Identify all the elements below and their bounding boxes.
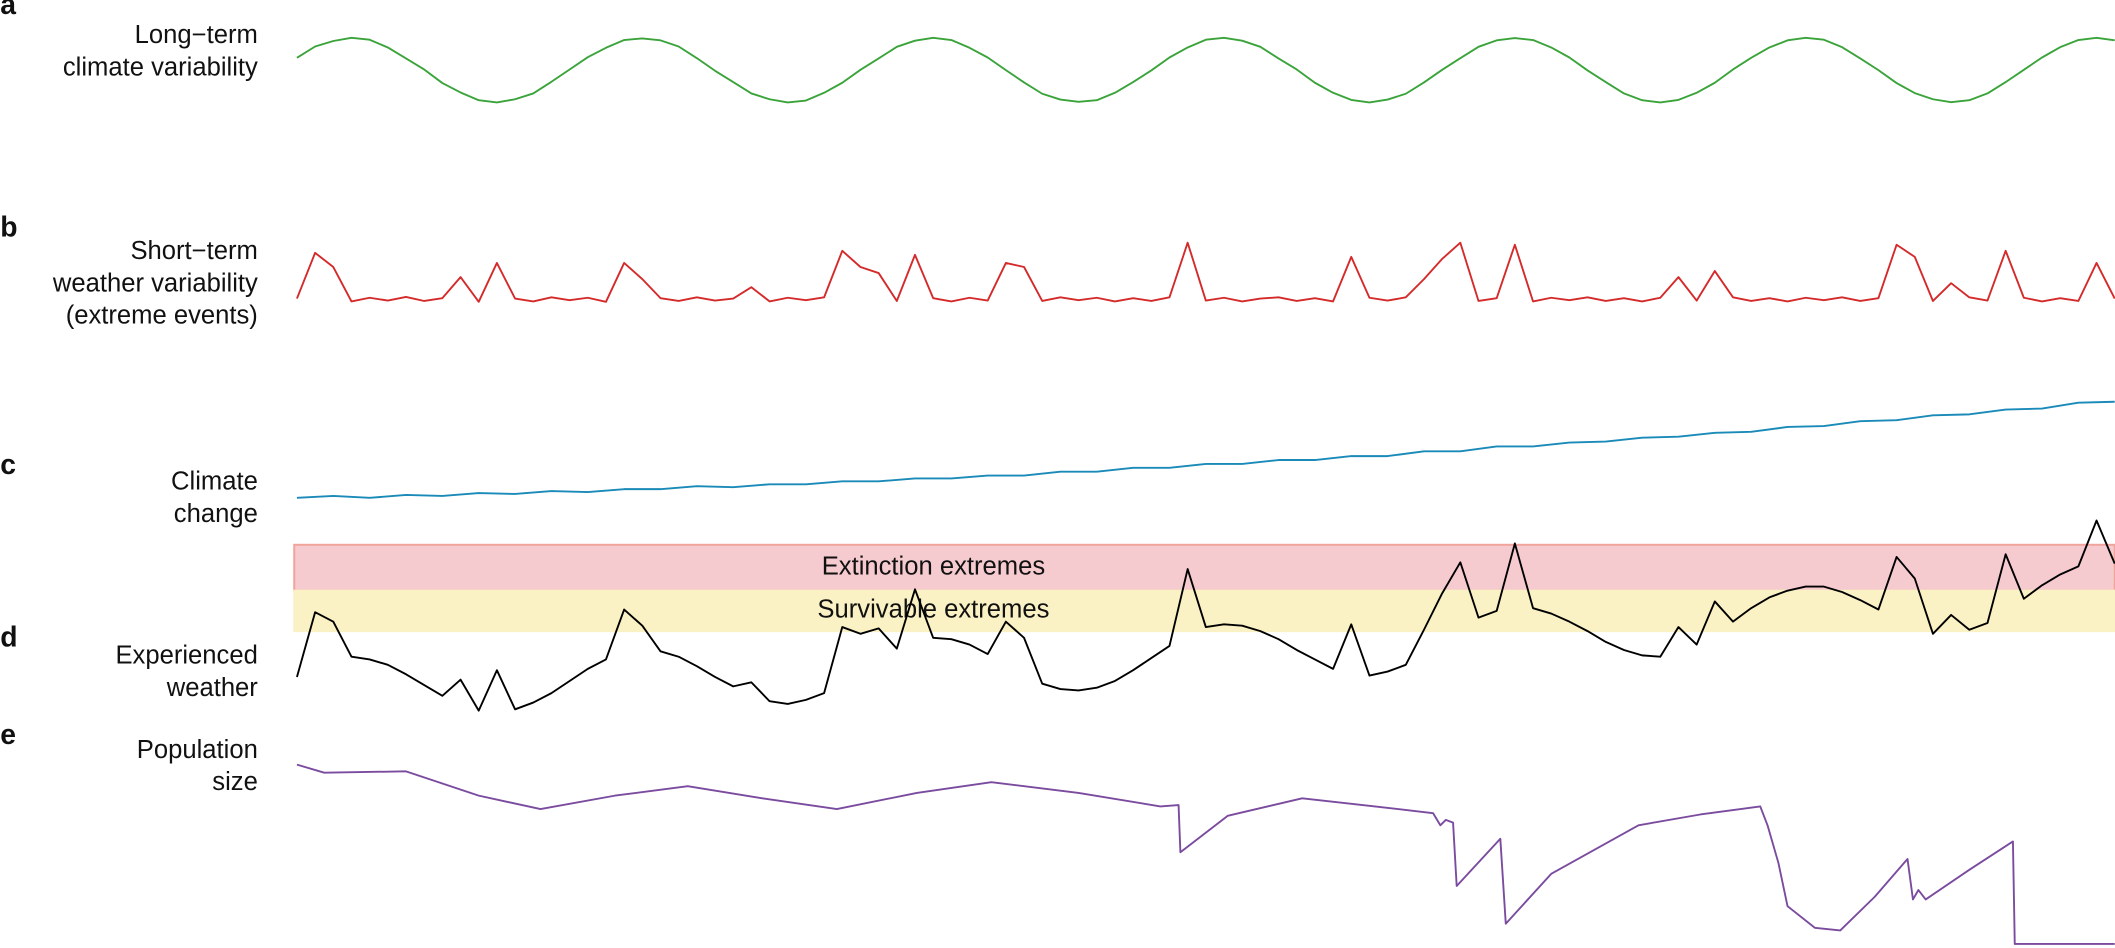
data-line xyxy=(296,241,2115,303)
data-line xyxy=(296,36,2115,104)
panel-title: weather variability xyxy=(52,269,258,297)
panel-letter: c xyxy=(0,448,16,480)
band-label: Extinction extremes xyxy=(822,552,1045,580)
panel-title: Climate xyxy=(171,468,258,496)
panel-title: Long−term xyxy=(135,21,258,49)
data-line xyxy=(296,763,2115,945)
data-line xyxy=(296,400,2115,499)
panel-title: (extreme events) xyxy=(66,302,258,330)
panel-title: Experienced xyxy=(115,641,257,669)
band-label: Survivable extremes xyxy=(817,596,1049,624)
panel-letter: b xyxy=(0,211,17,243)
panel-letter: e xyxy=(0,718,16,750)
data-line xyxy=(296,519,2115,712)
panel-letter: a xyxy=(0,0,16,20)
panel-title: weather xyxy=(166,674,259,702)
panel-letter: d xyxy=(0,621,17,653)
panel-title: climate variability xyxy=(63,54,258,82)
panel-title: Population xyxy=(137,736,258,764)
extreme-band xyxy=(293,543,2115,592)
panel-title: size xyxy=(212,768,258,796)
panel-title: Short−term xyxy=(130,237,257,265)
panel-title: change xyxy=(174,500,258,528)
